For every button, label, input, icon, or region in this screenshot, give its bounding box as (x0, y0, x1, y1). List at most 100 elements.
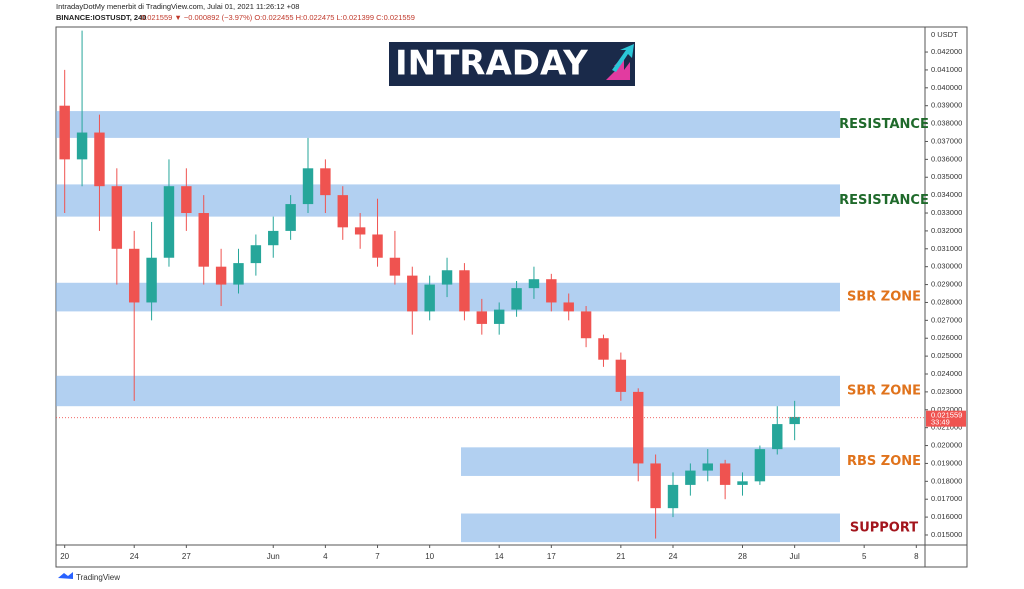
y-tick-label: 0.037000 (931, 136, 962, 145)
candle-body (737, 481, 748, 485)
zone-label: SBR ZONE (847, 383, 921, 398)
x-tick-label: 24 (669, 552, 678, 561)
x-tick-label: 4 (323, 552, 328, 561)
logo-arrow-cyan (612, 44, 634, 72)
y-tick-label: 0.033000 (931, 208, 962, 217)
y-tick-label: 0.030000 (931, 262, 962, 271)
candle-body (789, 416, 800, 425)
last-price-box (926, 410, 966, 427)
candle-body (493, 309, 505, 324)
last-price-label: 0.021559 (931, 411, 962, 420)
y-tick-label: 0.025000 (931, 351, 962, 360)
y-tick-label: 0.034000 (931, 190, 962, 199)
candle-body (250, 245, 262, 264)
candle-body (354, 227, 366, 235)
y-tick-label: 0.039000 (931, 101, 962, 110)
y-tick-label: 0.023000 (931, 387, 962, 396)
candle-body (128, 248, 140, 303)
y-tick-label: 0.019000 (931, 458, 962, 467)
footer: TradingView (76, 573, 120, 582)
candle-body (407, 275, 418, 312)
x-tick-label: 5 (862, 552, 867, 561)
countdown: 33:49 (931, 418, 950, 427)
candle-body (685, 470, 696, 485)
candle-body (163, 186, 175, 258)
zone (56, 111, 840, 138)
candle-body (754, 449, 766, 482)
y-tick-label: 0.024000 (931, 369, 962, 378)
zone (461, 513, 840, 543)
logo-box (389, 42, 635, 86)
x-tick-label: 20 (60, 552, 69, 561)
zone-label: RESISTANCE (839, 193, 929, 208)
candle-body (233, 263, 244, 285)
candle-body (76, 132, 88, 160)
candle-body (459, 270, 470, 312)
candle-body (615, 359, 627, 392)
candle-body (59, 105, 70, 160)
zone-label: RESISTANCE (839, 117, 929, 132)
y-tick-label: 0.040000 (931, 83, 962, 92)
y-tick-label: 0.020000 (931, 441, 962, 450)
candle-body (719, 463, 731, 485)
y-tick-label: 0.042000 (931, 47, 962, 56)
y-tick-label: 0.016000 (931, 512, 962, 521)
candle-body (650, 463, 661, 509)
candle-body (667, 484, 679, 509)
candle-body (441, 270, 453, 285)
x-tick-label: 8 (914, 552, 919, 561)
y-tick-label: 0.038000 (931, 119, 962, 128)
zone (56, 375, 840, 407)
zone-label: RBS ZONE (847, 454, 921, 469)
candle-body (389, 257, 401, 276)
y-tick-label: 0.018000 (931, 476, 962, 485)
candle-body (320, 168, 331, 196)
candle-body (146, 257, 157, 303)
y-tick-label: 0.028000 (931, 297, 962, 306)
x-tick-label: 21 (616, 552, 625, 561)
y-tick-label: 0.035000 (931, 172, 962, 181)
x-tick-label: Jul (790, 552, 800, 561)
y-tick-label: 0.031000 (931, 244, 962, 253)
x-tick-label: 24 (130, 552, 139, 561)
candle-body (268, 230, 279, 246)
quote: 0.021559 ▼ −0.000892 (−3.97%) O:0.022455… (141, 13, 415, 22)
y-tick-label: 0.041000 (931, 65, 962, 74)
candle-body (528, 279, 540, 289)
candle-body (94, 132, 105, 187)
y-tick-label: 0.029000 (931, 280, 962, 289)
logo-text: INTRADAY (395, 44, 588, 84)
y-tick-label: 0.026000 (931, 333, 962, 342)
candle-body (476, 311, 488, 324)
y-tick-label: 0.036000 (931, 154, 962, 163)
x-tick-label: 27 (182, 552, 191, 561)
zone-label: SBR ZONE (847, 290, 921, 305)
x-tick-label: Jun (267, 552, 280, 561)
y-tick-label: 0.015000 (931, 530, 962, 539)
tv-logo (58, 572, 73, 579)
candle-body (372, 234, 383, 258)
candle-body (702, 463, 713, 471)
y-tick-label: 0.027000 (931, 315, 962, 324)
x-tick-label: 28 (738, 552, 747, 561)
candle-body (181, 186, 192, 214)
candle-body (546, 279, 557, 303)
candle-body (285, 204, 296, 231)
candle-body (598, 338, 609, 360)
y-tick-label: 0.032000 (931, 226, 962, 235)
candle-body (215, 266, 227, 285)
candle-body (563, 302, 574, 312)
candle-body (633, 391, 644, 464)
x-tick-label: 7 (375, 552, 380, 561)
zone (56, 282, 840, 312)
candle-body (580, 311, 592, 339)
zone-label: SUPPORT (850, 520, 918, 535)
x-tick-label: 14 (495, 552, 504, 561)
candle-body (511, 288, 522, 310)
candle-body (424, 284, 435, 312)
publisher: IntradayDotMy menerbit di TradingView.co… (56, 2, 299, 11)
candle-body (337, 195, 348, 228)
x-tick-label: 17 (547, 552, 556, 561)
plot: 0.042000 0.041000 0.040000 0.039000 0.038000… (56, 30, 966, 561)
